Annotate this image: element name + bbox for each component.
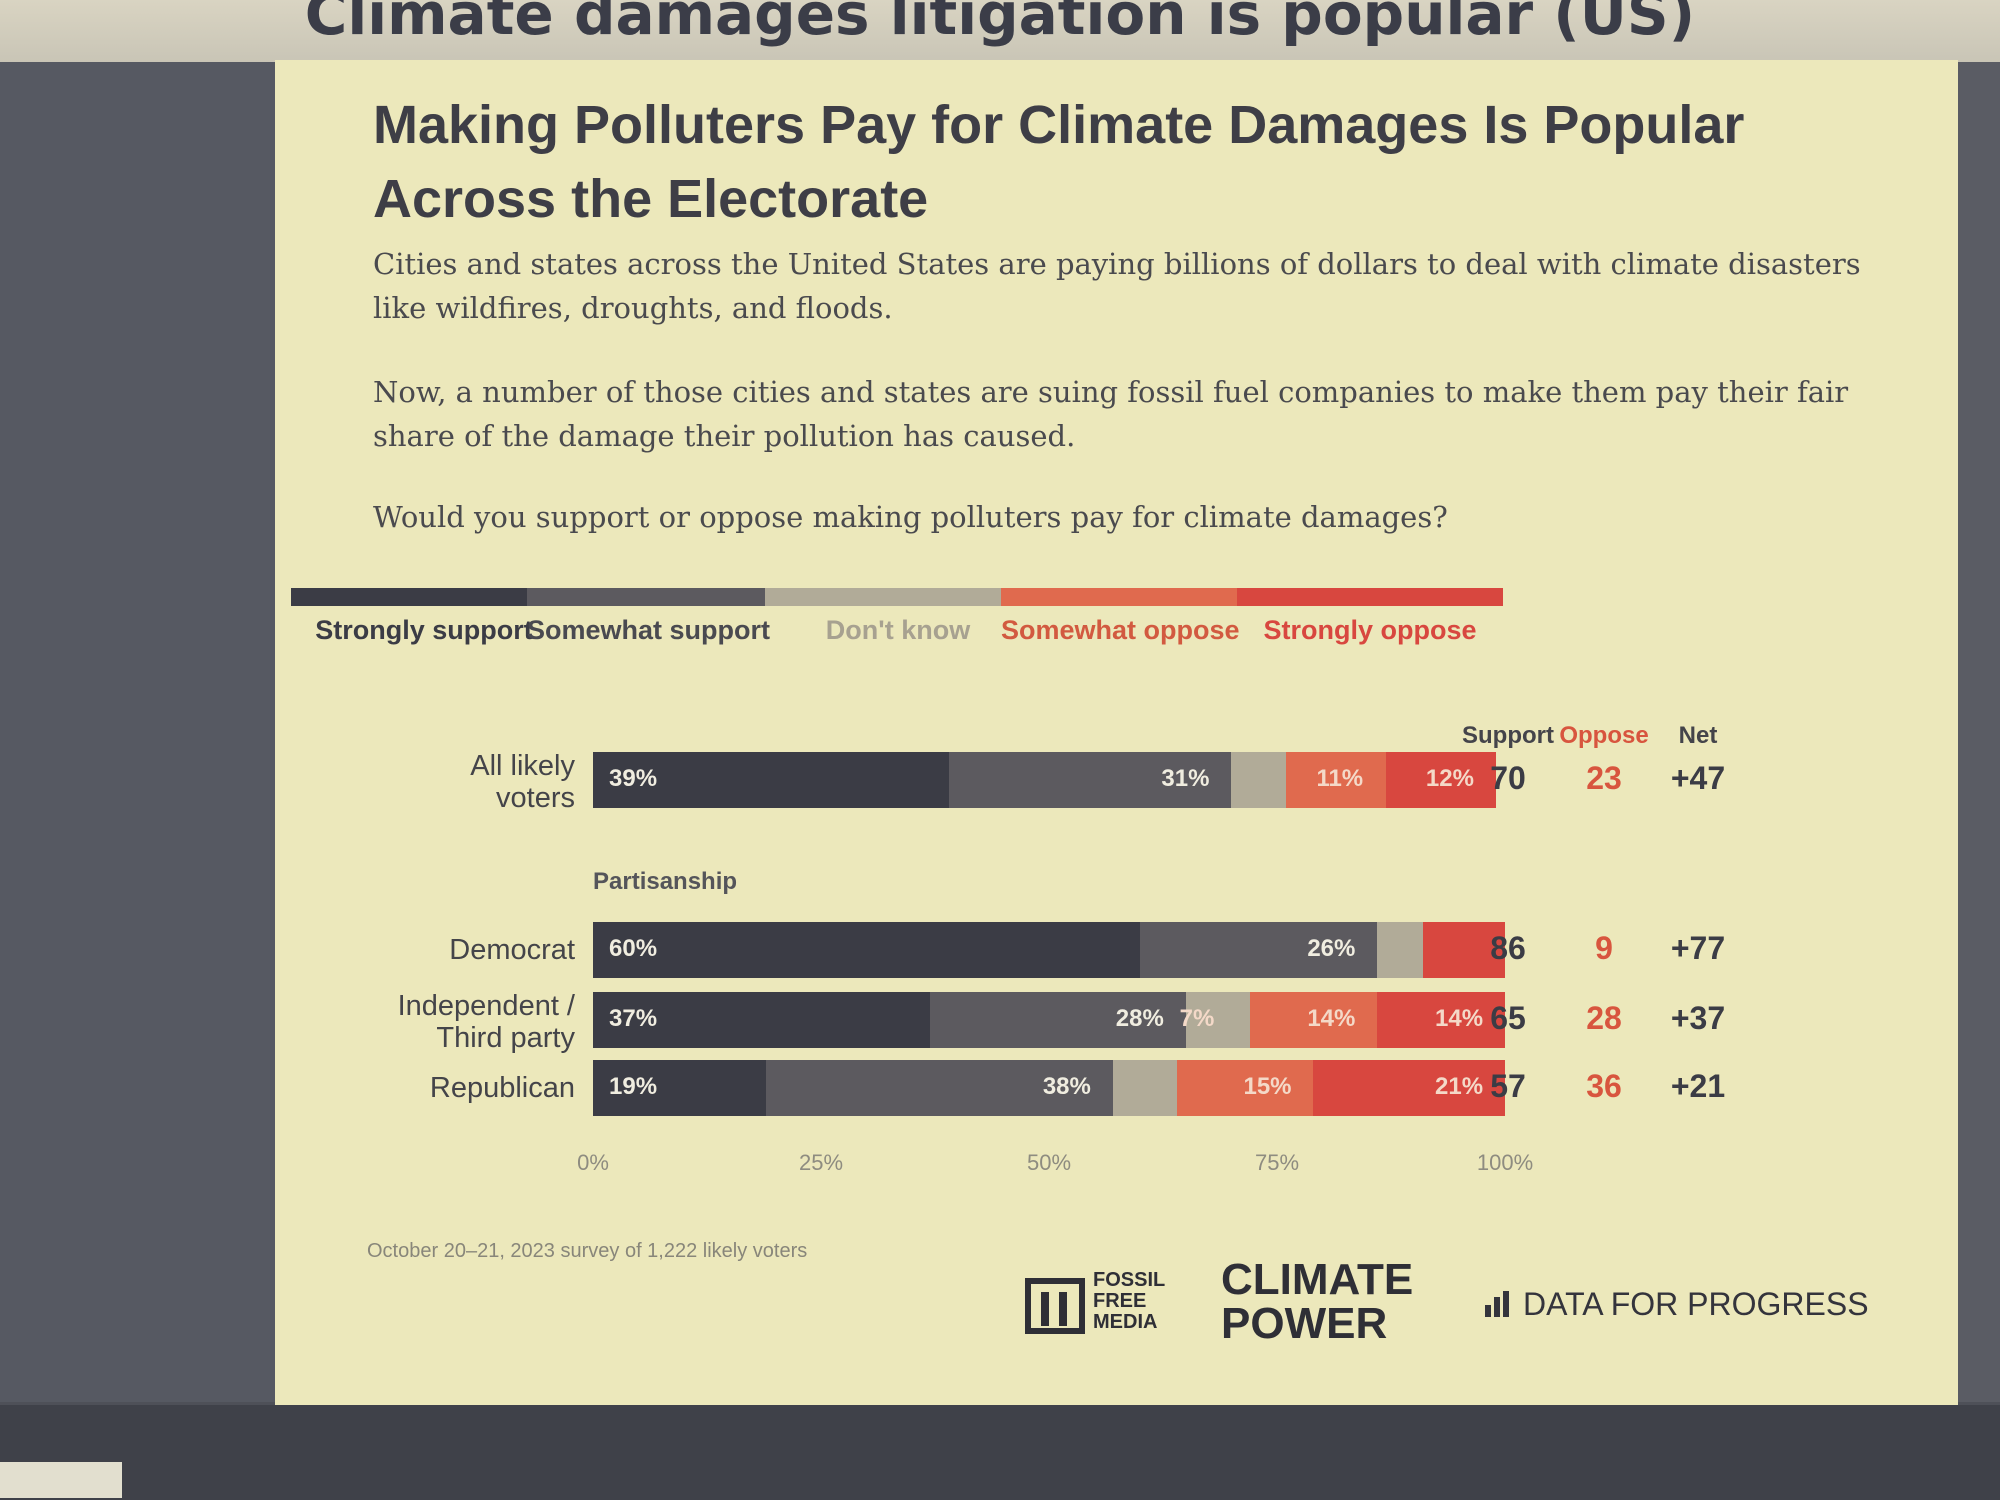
stat-oppose: 36 <box>1586 1068 1622 1104</box>
bar-segment-strongly-oppose <box>1422 922 1505 978</box>
stat-support: 65 <box>1490 1000 1526 1036</box>
stacked-bar: 19% 38% 15% 21% <box>593 1060 1505 1116</box>
x-tick-label: 100% <box>1476 1150 1534 1175</box>
data-for-progress-logo: DATA FOR PROGRESS <box>1485 1286 1869 1323</box>
stacked-bar: 37% 28% 7% 14% 14% <box>593 992 1505 1048</box>
bar-segment-label: 15% <box>1243 1073 1292 1100</box>
bar-segment-strongly-oppose <box>1377 992 1505 1048</box>
legend-swatch-strongly-support <box>291 588 557 606</box>
chart-panel: Making Polluters Pay for Climate Damages… <box>275 60 1958 1405</box>
bar-segment-strongly-support <box>593 752 949 808</box>
bar-segment-label: 11% <box>1316 765 1364 792</box>
bar-segment-somewhat-support <box>766 1060 1113 1116</box>
bar-segment-dont-know <box>1185 992 1250 1048</box>
legend-label-somewhat-oppose: Somewhat oppose <box>1001 615 1240 645</box>
legend-swatch-somewhat-support <box>527 588 793 606</box>
legend-label-strongly-support: Strongly support <box>315 615 533 645</box>
stat-oppose: 9 <box>1595 930 1613 966</box>
legend-label-dont-know: Don't know <box>825 615 971 645</box>
bar-segment-strongly-support <box>593 922 1141 978</box>
stat-net: +47 <box>1670 760 1726 796</box>
bar-segment-label: 19% <box>609 1073 658 1100</box>
bar-segment-somewhat-oppose <box>1249 992 1378 1048</box>
slide-header: Climate damages litigation is popular (U… <box>0 0 2000 62</box>
row-label: All likely voters <box>470 750 575 814</box>
bar-segment-label: 28% <box>1115 1005 1164 1032</box>
x-tick-label: 50% <box>1026 1150 1072 1175</box>
row-label: Democrat <box>449 934 575 966</box>
row-label: Independent / Third party <box>397 990 575 1054</box>
corner-thumbnail <box>0 1462 122 1498</box>
bar-segment-label: 7% <box>1179 1005 1215 1032</box>
bar-segment-label: 38% <box>1042 1073 1091 1100</box>
bar-segment-label: 14% <box>1307 1005 1356 1032</box>
column-header-net: Net <box>1678 722 1718 749</box>
bar-segment-label: 39% <box>609 765 658 792</box>
x-tick-label: 25% <box>798 1150 844 1175</box>
stat-net: +77 <box>1670 930 1726 966</box>
row-label: Republican <box>429 1072 575 1104</box>
stat-support: 70 <box>1490 760 1526 796</box>
bar-segment-strongly-support <box>593 1060 767 1116</box>
bar-segment-somewhat-support <box>930 992 1186 1048</box>
stat-net: +21 <box>1670 1068 1726 1104</box>
description-paragraph-2: Now, a number of those cities and states… <box>373 375 1849 453</box>
legend-label-strongly-oppose: Strongly oppose <box>1263 615 1477 645</box>
survey-footnote: October 20–21, 2023 survey of 1,222 like… <box>367 1240 808 1262</box>
bar-segment-somewhat-support <box>948 752 1232 808</box>
survey-question: Would you support or oppose making pollu… <box>373 500 1448 534</box>
description-paragraph-1: Cities and states across the United Stat… <box>373 247 1861 325</box>
bar-segment-label: 21% <box>1435 1073 1484 1100</box>
bar-segment-label: 31% <box>1161 765 1210 792</box>
slide-title: Climate damages litigation is popular (U… <box>304 0 1696 48</box>
section-label-partisanship: Partisanship <box>593 868 738 895</box>
projection-background-left <box>0 62 282 1402</box>
bar-segment-label: 37% <box>609 1005 658 1032</box>
bar-segment-label: 60% <box>609 935 658 962</box>
stat-support: 57 <box>1490 1068 1526 1104</box>
bar-chart-icon <box>1485 1291 1515 1317</box>
stat-net: +37 <box>1670 1000 1726 1036</box>
fossil-free-media-logo: FOSSIL FREE MEDIA <box>1093 1269 1165 1333</box>
bar-segment-somewhat-oppose <box>1286 752 1387 808</box>
stat-oppose: 28 <box>1586 1000 1622 1036</box>
bar-segment-label: 12% <box>1425 765 1474 792</box>
legend-swatch-somewhat-oppose <box>1001 588 1267 606</box>
bar-segment-dont-know <box>1377 922 1423 978</box>
fossil-free-media-logo-icon <box>1025 1278 1085 1334</box>
bar-segment-strongly-oppose <box>1386 752 1496 808</box>
projection-background-right <box>1958 62 2000 1402</box>
x-tick-label: 0% <box>577 1150 609 1175</box>
bar-segment-strongly-support <box>593 992 931 1048</box>
x-tick-label: 75% <box>1254 1150 1300 1175</box>
chart-title: Making Polluters Pay for Climate Damages… <box>373 95 1745 229</box>
legend-swatch-strongly-oppose <box>1237 588 1503 606</box>
climate-power-logo: CLIMATE POWER <box>1221 1255 1414 1348</box>
stacked-bar: 39% 31% 11% 12% <box>593 752 1505 808</box>
bar-segment-label: 26% <box>1307 935 1356 962</box>
bar-segment-somewhat-support <box>1140 922 1378 978</box>
legend-label-somewhat-support: Somewhat support <box>527 615 771 645</box>
column-header-oppose: Oppose <box>1559 722 1649 749</box>
bar-segment-label: 14% <box>1435 1005 1484 1032</box>
legend-swatch-dont-know <box>765 588 1031 606</box>
projection-background-bottom <box>0 1405 2000 1500</box>
bar-segment-dont-know <box>1231 752 1287 808</box>
bar-segment-strongly-oppose <box>1313 1060 1505 1116</box>
column-header-support: Support <box>1462 722 1554 749</box>
bar-segment-somewhat-oppose <box>1176 1060 1314 1116</box>
bar-segment-dont-know <box>1112 1060 1177 1116</box>
data-for-progress-text: DATA FOR PROGRESS <box>1523 1286 1869 1322</box>
stat-oppose: 23 <box>1586 760 1622 796</box>
stacked-bar: 60% 26% <box>593 922 1505 978</box>
stat-support: 86 <box>1490 930 1526 966</box>
